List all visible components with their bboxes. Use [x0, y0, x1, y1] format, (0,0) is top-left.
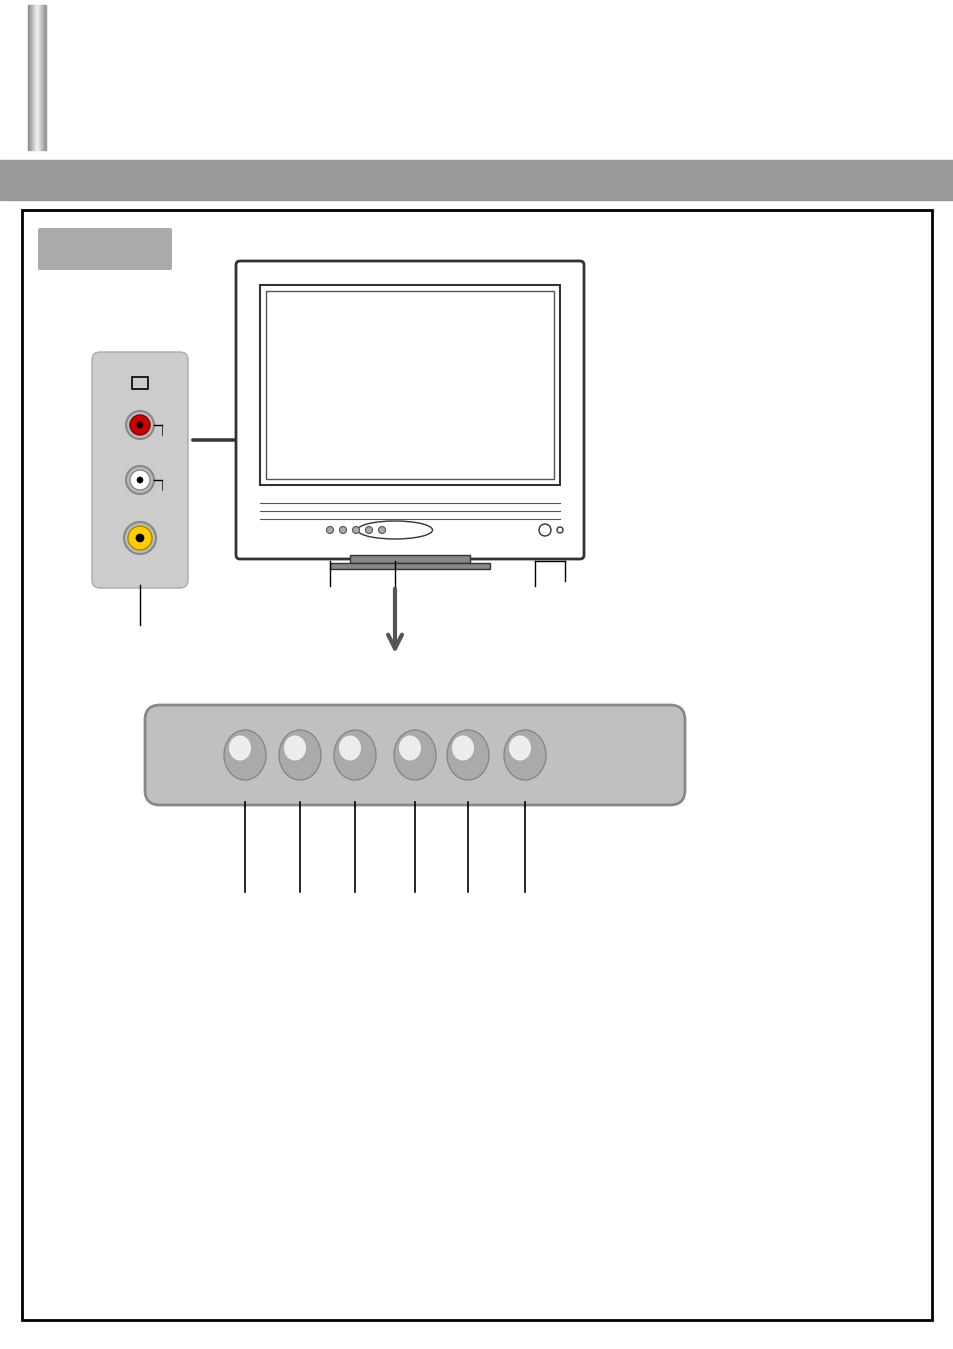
- Bar: [32, 5, 33, 150]
- Circle shape: [378, 526, 385, 533]
- Circle shape: [130, 469, 150, 490]
- Bar: [29, 5, 30, 150]
- Bar: [266, 291, 554, 479]
- Bar: [350, 554, 470, 563]
- Bar: [45, 5, 46, 150]
- Circle shape: [128, 526, 152, 550]
- Bar: [28, 5, 29, 150]
- Ellipse shape: [278, 730, 320, 780]
- Bar: [0, 161, 953, 200]
- Bar: [43, 5, 44, 150]
- Ellipse shape: [398, 735, 420, 761]
- Circle shape: [124, 522, 156, 554]
- Circle shape: [365, 526, 372, 533]
- FancyBboxPatch shape: [145, 706, 684, 805]
- Circle shape: [137, 478, 143, 483]
- Circle shape: [352, 526, 359, 533]
- Bar: [330, 563, 490, 569]
- Bar: [132, 376, 148, 389]
- Bar: [34, 5, 35, 150]
- FancyBboxPatch shape: [91, 352, 188, 588]
- Bar: [36, 5, 37, 150]
- Circle shape: [137, 422, 143, 428]
- Bar: [33, 5, 34, 150]
- Circle shape: [326, 526, 334, 533]
- Ellipse shape: [334, 730, 375, 780]
- FancyBboxPatch shape: [38, 228, 172, 270]
- Bar: [30, 5, 32, 150]
- Circle shape: [126, 465, 153, 494]
- Bar: [42, 5, 43, 150]
- Ellipse shape: [452, 735, 474, 761]
- Ellipse shape: [509, 735, 531, 761]
- Bar: [39, 5, 40, 150]
- Ellipse shape: [338, 735, 360, 761]
- Ellipse shape: [224, 730, 266, 780]
- Bar: [41, 5, 42, 150]
- FancyBboxPatch shape: [235, 260, 583, 558]
- Bar: [37, 5, 38, 150]
- Bar: [260, 285, 559, 486]
- Ellipse shape: [394, 730, 436, 780]
- Ellipse shape: [503, 730, 545, 780]
- Circle shape: [136, 534, 144, 542]
- Bar: [22, 210, 931, 1321]
- Bar: [38, 5, 39, 150]
- Ellipse shape: [284, 735, 306, 761]
- Circle shape: [339, 526, 346, 533]
- Bar: [35, 5, 36, 150]
- Ellipse shape: [229, 735, 251, 761]
- Circle shape: [130, 415, 150, 434]
- Ellipse shape: [447, 730, 489, 780]
- Bar: [40, 5, 41, 150]
- Circle shape: [126, 411, 153, 438]
- Bar: [44, 5, 45, 150]
